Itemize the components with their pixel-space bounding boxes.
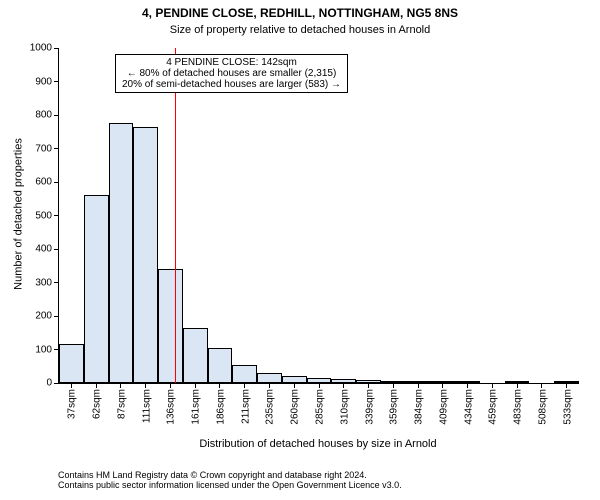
chart-container: 4, PENDINE CLOSE, REDHILL, NOTTINGHAM, N… xyxy=(0,0,600,500)
x-tick-label: 37sqm xyxy=(65,383,78,419)
y-tick-label: 600 xyxy=(35,177,59,188)
histogram-bar xyxy=(109,123,134,383)
histogram-bar xyxy=(59,344,84,383)
y-tick-label: 800 xyxy=(35,110,59,121)
y-tick-label: 500 xyxy=(35,210,59,221)
y-tick-label: 100 xyxy=(35,344,59,355)
annotation-line: 20% of semi-detached houses are larger (… xyxy=(122,79,341,90)
x-axis-label: Distribution of detached houses by size … xyxy=(58,438,578,450)
x-tick-label: 87sqm xyxy=(114,383,127,419)
reference-line xyxy=(175,48,176,383)
x-tick-label: 62sqm xyxy=(90,383,103,419)
x-tick-label: 310sqm xyxy=(337,383,350,425)
x-tick-label: 260sqm xyxy=(288,383,301,425)
histogram-bar xyxy=(183,328,208,383)
footer-attribution: Contains HM Land Registry data © Crown c… xyxy=(58,470,600,490)
annotation-line: ← 80% of detached houses are smaller (2,… xyxy=(122,68,341,79)
y-tick-label: 700 xyxy=(35,143,59,154)
annotation-box: 4 PENDINE CLOSE: 142sqm← 80% of detached… xyxy=(115,54,348,93)
x-tick-label: 483sqm xyxy=(511,383,524,425)
plot-area: 0100200300400500600700800900100037sqm62s… xyxy=(58,48,579,384)
x-tick-label: 235sqm xyxy=(263,383,276,425)
y-tick-label: 200 xyxy=(35,311,59,322)
x-tick-label: 285sqm xyxy=(313,383,326,425)
histogram-bar xyxy=(282,376,307,383)
histogram-bar xyxy=(208,348,233,383)
y-tick-label: 1000 xyxy=(30,43,59,54)
x-tick-label: 111sqm xyxy=(139,383,152,423)
y-tick-label: 400 xyxy=(35,244,59,255)
y-axis-label: Number of detached properties xyxy=(12,46,24,381)
chart-title-main: 4, PENDINE CLOSE, REDHILL, NOTTINGHAM, N… xyxy=(0,6,600,20)
histogram-bar xyxy=(232,365,257,383)
x-tick-label: 533sqm xyxy=(560,383,573,425)
x-tick-label: 186sqm xyxy=(213,383,226,425)
footer-line-1: Contains HM Land Registry data © Crown c… xyxy=(58,470,600,480)
histogram-bar xyxy=(84,195,109,383)
y-tick-label: 900 xyxy=(35,76,59,87)
x-tick-label: 409sqm xyxy=(436,383,449,425)
footer-line-2: Contains public sector information licen… xyxy=(58,480,600,490)
x-tick-label: 434sqm xyxy=(461,383,474,425)
annotation-line: 4 PENDINE CLOSE: 142sqm xyxy=(122,57,341,68)
x-tick-label: 339sqm xyxy=(362,383,375,425)
x-tick-label: 384sqm xyxy=(412,383,425,425)
y-tick-label: 0 xyxy=(46,378,59,389)
y-tick-label: 300 xyxy=(35,277,59,288)
histogram-bar xyxy=(257,373,282,383)
x-tick-label: 161sqm xyxy=(189,383,202,425)
chart-title-sub: Size of property relative to detached ho… xyxy=(0,24,600,36)
histogram-bar xyxy=(158,269,183,383)
x-tick-label: 211sqm xyxy=(238,383,251,424)
x-tick-label: 136sqm xyxy=(164,383,177,425)
x-tick-label: 459sqm xyxy=(486,383,499,425)
x-tick-label: 359sqm xyxy=(387,383,400,425)
x-tick-label: 508sqm xyxy=(535,383,548,425)
histogram-bar xyxy=(133,127,158,383)
